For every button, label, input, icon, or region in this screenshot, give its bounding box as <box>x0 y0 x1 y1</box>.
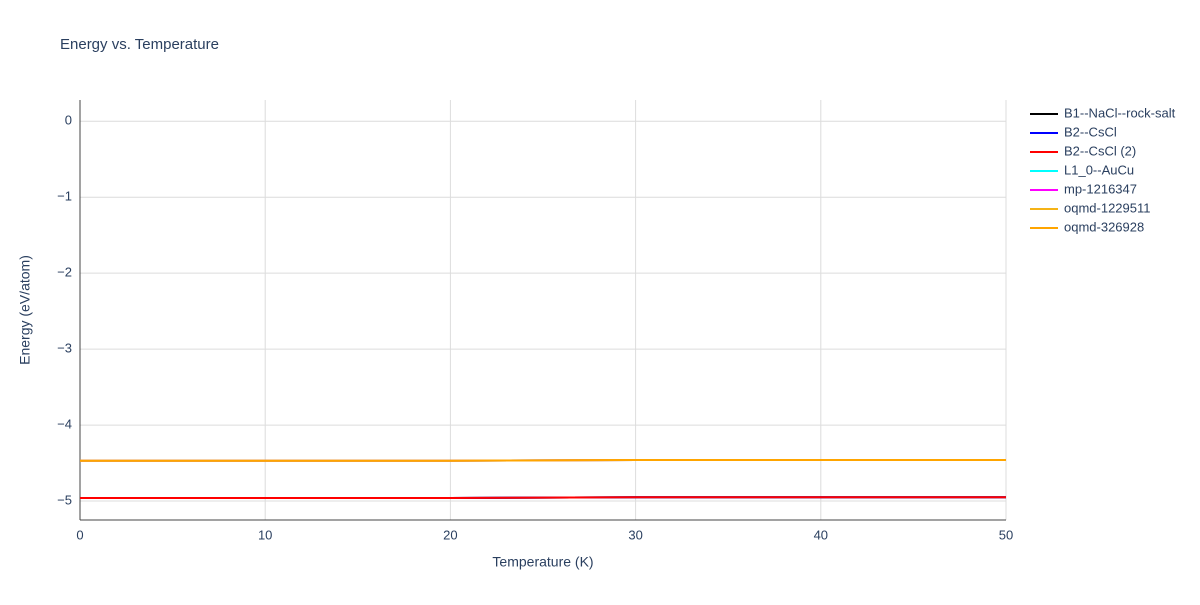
y-tick-label: −2 <box>57 265 72 280</box>
legend-label: B1--NaCl--rock-salt <box>1064 105 1176 120</box>
x-axis-title: Temperature (K) <box>492 554 593 570</box>
y-tick-label: −5 <box>57 492 72 507</box>
x-tick-label: 30 <box>628 527 642 542</box>
x-tick-label: 40 <box>814 527 828 542</box>
series-line <box>80 459 1006 462</box>
chart-title: Energy vs. Temperature <box>60 36 219 53</box>
legend-label: B2--CsCl (2) <box>1064 143 1136 158</box>
legend-label: L1_0--AuCu <box>1064 162 1134 177</box>
y-tick-label: −3 <box>57 341 72 356</box>
x-tick-label: 10 <box>258 527 272 542</box>
y-tick-label: −4 <box>57 417 72 432</box>
x-tick-label: 0 <box>76 527 83 542</box>
series-line <box>80 496 1006 499</box>
y-axis-title: Energy (eV/atom) <box>17 255 33 365</box>
legend-label: oqmd-326928 <box>1064 219 1144 234</box>
legend-label: oqmd-1229511 <box>1064 200 1151 215</box>
y-tick-label: 0 <box>65 113 72 128</box>
x-tick-label: 50 <box>999 527 1013 542</box>
legend-label: B2--CsCl <box>1064 124 1117 139</box>
legend-label: mp-1216347 <box>1064 181 1137 196</box>
x-tick-label: 20 <box>443 527 457 542</box>
y-tick-label: −1 <box>57 189 72 204</box>
